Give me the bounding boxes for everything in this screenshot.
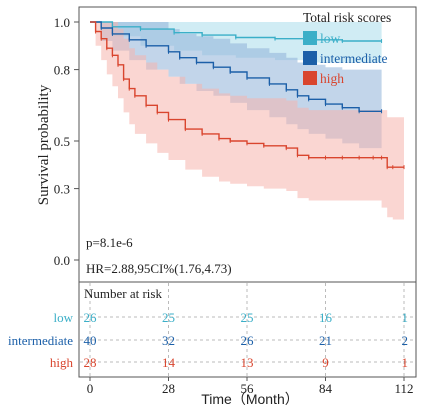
risk-row-label-intermediate: intermediate (8, 333, 73, 348)
risk-count: 25 (241, 310, 254, 325)
risk-count: 26 (241, 333, 255, 348)
risk-count: 9 (322, 355, 329, 370)
legend-label-intermediate: intermediate (320, 51, 387, 66)
x-tick-label: 112 (394, 381, 413, 396)
x-tick-label: 0 (87, 381, 94, 396)
risk-table-grid (80, 283, 415, 376)
x-tick-label: 28 (162, 381, 175, 396)
risk-count: 16 (319, 310, 333, 325)
risk-count: 1 (402, 310, 409, 325)
curve-high (90, 21, 404, 168)
risk-count: 14 (162, 355, 176, 370)
legend-label-low: low (320, 31, 341, 46)
p-value: p=8.1e-6 (86, 235, 133, 250)
risk-count: 2 (402, 333, 409, 348)
risk-count: 21 (319, 333, 332, 348)
legend: Total risk scores low intermediate high (303, 10, 391, 86)
risk-count: 28 (84, 355, 97, 370)
legend-swatch-intermediate (303, 51, 317, 65)
risk-row-label-low: low (54, 310, 74, 325)
risk-count: 32 (162, 333, 175, 348)
risk-count: 13 (241, 355, 254, 370)
risk-count: 26 (84, 310, 98, 325)
legend-swatch-high (303, 71, 317, 85)
y-tick-label: 0.0 (54, 253, 70, 268)
risk-table-rows: low 26 25 25 16 1 intermediate 40 32 26 21 2 high 28 1… (8, 310, 408, 370)
y-tick-label: 0.3 (54, 182, 70, 197)
risk-table-title: Number at risk (84, 286, 162, 301)
risk-count: 25 (162, 310, 175, 325)
y-tick-label: 0.8 (54, 63, 70, 78)
risk-count: 1 (402, 355, 409, 370)
band-high (90, 22, 404, 220)
legend-label-high: high (320, 71, 344, 86)
legend-swatch-low (303, 31, 317, 45)
y-tick-label: 1.0 (54, 15, 70, 30)
x-tick-label: 56 (241, 381, 255, 396)
risk-row-label-high: high (50, 355, 74, 370)
y-axis-label: Survival probability (36, 84, 52, 205)
risk-count: 40 (84, 333, 97, 348)
y-axis-ticks: 0.0 0.3 0.5 0.8 1.0 (54, 15, 79, 268)
hazard-ratio: HR=2.88,95CI%(1.76,4.73) (86, 261, 232, 276)
x-axis-label: Time（Month） (201, 391, 299, 407)
legend-title: Total risk scores (303, 10, 391, 25)
y-tick-label: 0.5 (54, 134, 70, 149)
x-tick-label: 84 (319, 381, 333, 396)
x-axis-ticks: 0 28 56 84 112 (87, 377, 414, 396)
